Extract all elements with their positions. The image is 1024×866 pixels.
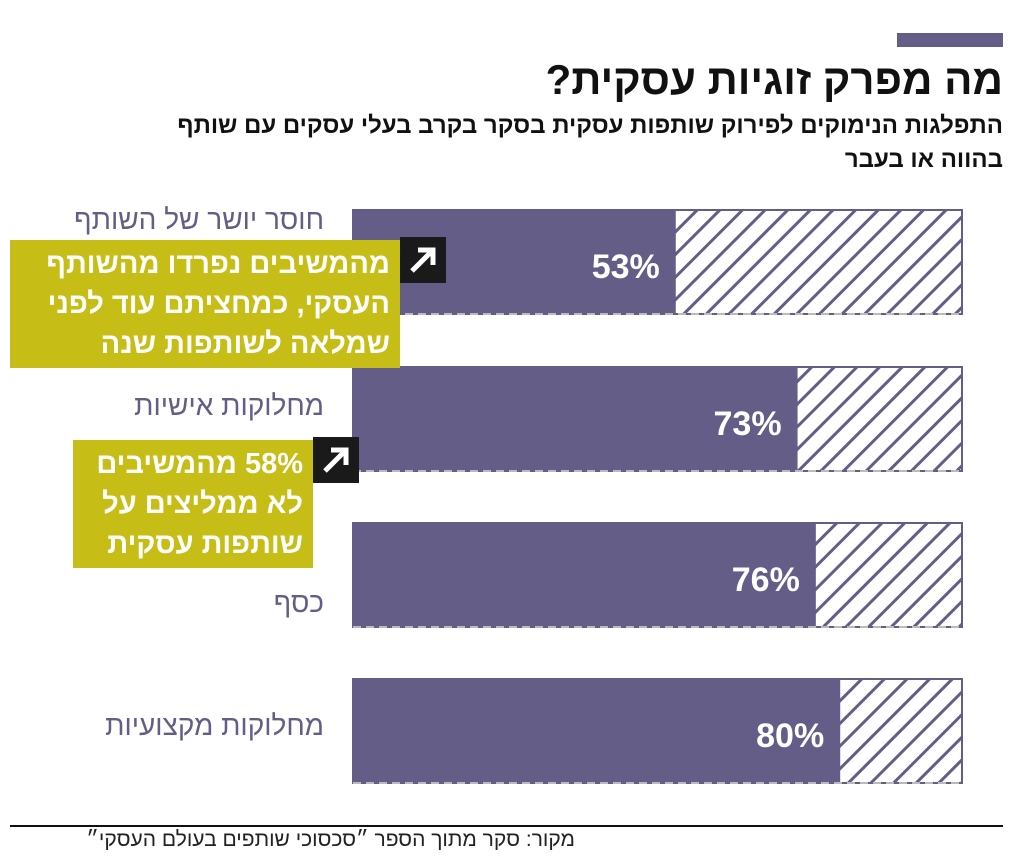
value-label: 73%	[714, 405, 782, 443]
bar	[353, 679, 841, 783]
subtitle: בהווה או בעבר	[844, 146, 1003, 173]
callout-line: שותפות עסקית	[107, 528, 303, 560]
value-label: 80%	[756, 717, 824, 755]
category-label: כסף	[273, 587, 324, 618]
callout-line: שמלאה לשותפות שנה	[100, 328, 390, 360]
chart-title: מה מפרק זוגיות עסקית?	[545, 56, 1003, 103]
arrow-icon	[323, 447, 349, 473]
value-label: 53%	[592, 248, 660, 286]
callout-line: העסקי, כמחציתם עוד לפני	[47, 288, 390, 320]
value-label: 76%	[732, 561, 800, 599]
callout-line: 58% מהמשיבים	[96, 448, 303, 480]
arrow-icon	[410, 247, 436, 273]
callout: 58% מהמשיבים לא ממליצים על שותפות עסקית	[73, 440, 313, 568]
category-label: מחלוקות אישיות	[134, 390, 324, 421]
source: מקור: סקר מתוך הספר ״סכסוכי שותפים בעולם…	[86, 828, 575, 851]
category-label: מחלוקות מקצועיות	[105, 710, 324, 741]
bar	[353, 523, 816, 627]
subtitle: התפלגות הנימוקים לפירוק שותפות עסקית בסק…	[177, 112, 1003, 139]
category-label: חוסר יושר של השותף	[74, 204, 324, 235]
header-accent	[897, 33, 1003, 47]
callout: מהמשיבים נפרדו מהשותף העסקי, כמחציתם עוד …	[10, 240, 400, 368]
bar	[353, 367, 798, 471]
callout-line: לא ממליצים על	[102, 488, 303, 520]
callout-line: מהמשיבים נפרדו מהשותף	[46, 248, 390, 280]
